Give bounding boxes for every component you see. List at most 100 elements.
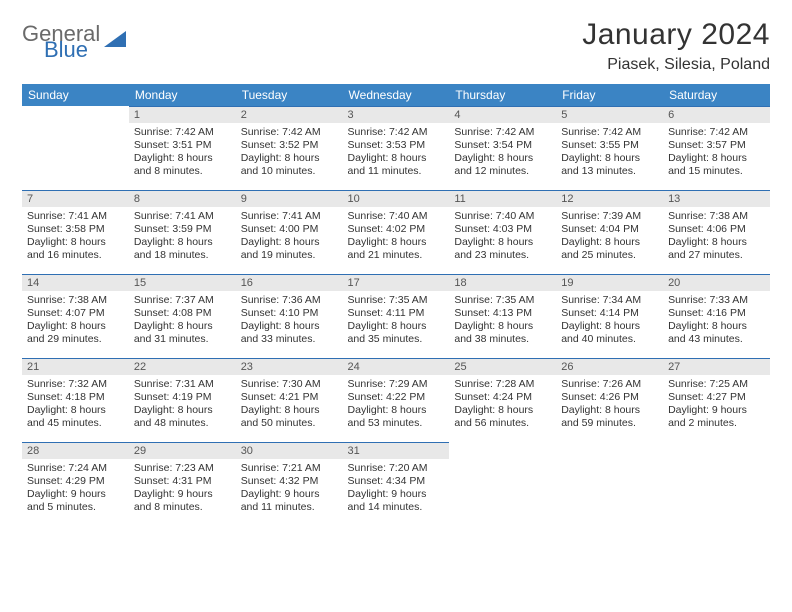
calendar-table: SundayMondayTuesdayWednesdayThursdayFrid… [22,84,770,526]
day-body: Sunrise: 7:40 AMSunset: 4:02 PMDaylight:… [343,207,450,267]
weekday-header: Saturday [663,84,770,106]
day-number: 18 [449,274,556,291]
day-body: Sunrise: 7:20 AMSunset: 4:34 PMDaylight:… [343,459,450,519]
sunrise-text: Sunrise: 7:31 AM [134,378,231,391]
sunrise-text: Sunrise: 7:24 AM [27,462,124,475]
daylight-text: Daylight: 8 hours and 31 minutes. [134,320,231,346]
day-body: Sunrise: 7:26 AMSunset: 4:26 PMDaylight:… [556,375,663,435]
day-number: 28 [22,442,129,459]
daylight-text: Daylight: 9 hours and 5 minutes. [27,488,124,514]
daylight-text: Daylight: 8 hours and 21 minutes. [348,236,445,262]
calendar-cell [556,442,663,526]
sunset-text: Sunset: 4:19 PM [134,391,231,404]
calendar-cell: 7Sunrise: 7:41 AMSunset: 3:58 PMDaylight… [22,190,129,274]
sunrise-text: Sunrise: 7:42 AM [348,126,445,139]
day-number: 20 [663,274,770,291]
day-number: 5 [556,106,663,123]
calendar-row: 21Sunrise: 7:32 AMSunset: 4:18 PMDayligh… [22,358,770,442]
calendar-cell: 12Sunrise: 7:39 AMSunset: 4:04 PMDayligh… [556,190,663,274]
sunset-text: Sunset: 4:31 PM [134,475,231,488]
day-body: Sunrise: 7:25 AMSunset: 4:27 PMDaylight:… [663,375,770,435]
day-number: 19 [556,274,663,291]
day-number: 2 [236,106,343,123]
calendar-cell: 10Sunrise: 7:40 AMSunset: 4:02 PMDayligh… [343,190,450,274]
calendar-row: 7Sunrise: 7:41 AMSunset: 3:58 PMDaylight… [22,190,770,274]
calendar-cell: 26Sunrise: 7:26 AMSunset: 4:26 PMDayligh… [556,358,663,442]
weekday-header: Tuesday [236,84,343,106]
sunset-text: Sunset: 4:08 PM [134,307,231,320]
daylight-text: Daylight: 9 hours and 11 minutes. [241,488,338,514]
calendar-cell: 30Sunrise: 7:21 AMSunset: 4:32 PMDayligh… [236,442,343,526]
sunrise-text: Sunrise: 7:30 AM [241,378,338,391]
sunrise-text: Sunrise: 7:42 AM [241,126,338,139]
calendar-cell: 16Sunrise: 7:36 AMSunset: 4:10 PMDayligh… [236,274,343,358]
day-number: 11 [449,190,556,207]
sunrise-text: Sunrise: 7:37 AM [134,294,231,307]
sunset-text: Sunset: 4:13 PM [454,307,551,320]
weekday-header: Friday [556,84,663,106]
day-body: Sunrise: 7:31 AMSunset: 4:19 PMDaylight:… [129,375,236,435]
calendar-cell: 1Sunrise: 7:42 AMSunset: 3:51 PMDaylight… [129,106,236,190]
calendar-cell: 14Sunrise: 7:38 AMSunset: 4:07 PMDayligh… [22,274,129,358]
daylight-text: Daylight: 8 hours and 45 minutes. [27,404,124,430]
logo-word2: Blue [44,40,100,60]
calendar-cell: 17Sunrise: 7:35 AMSunset: 4:11 PMDayligh… [343,274,450,358]
daylight-text: Daylight: 9 hours and 14 minutes. [348,488,445,514]
daylight-text: Daylight: 8 hours and 27 minutes. [668,236,765,262]
calendar-cell: 5Sunrise: 7:42 AMSunset: 3:55 PMDaylight… [556,106,663,190]
day-body: Sunrise: 7:34 AMSunset: 4:14 PMDaylight:… [556,291,663,351]
sunrise-text: Sunrise: 7:35 AM [348,294,445,307]
sunset-text: Sunset: 4:16 PM [668,307,765,320]
day-body: Sunrise: 7:38 AMSunset: 4:07 PMDaylight:… [22,291,129,351]
sunset-text: Sunset: 3:57 PM [668,139,765,152]
day-body: Sunrise: 7:41 AMSunset: 3:59 PMDaylight:… [129,207,236,267]
sunrise-text: Sunrise: 7:42 AM [134,126,231,139]
logo-triangle-icon [104,29,126,54]
sunset-text: Sunset: 3:55 PM [561,139,658,152]
day-body: Sunrise: 7:36 AMSunset: 4:10 PMDaylight:… [236,291,343,351]
daylight-text: Daylight: 8 hours and 59 minutes. [561,404,658,430]
daylight-text: Daylight: 8 hours and 29 minutes. [27,320,124,346]
calendar-cell: 28 Sunrise: 7:24 AMSunset: 4:29 PMDayligh… [22,442,129,526]
sunset-text: Sunset: 4:26 PM [561,391,658,404]
day-number: 10 [343,190,450,207]
calendar-cell: 19Sunrise: 7:34 AMSunset: 4:14 PMDayligh… [556,274,663,358]
sunrise-text: Sunrise: 7:32 AM [27,378,124,391]
sunrise-text: Sunrise: 7:41 AM [27,210,124,223]
sunset-text: Sunset: 3:52 PM [241,139,338,152]
calendar-cell: 25Sunrise: 7:28 AMSunset: 4:24 PMDayligh… [449,358,556,442]
calendar-cell: 18Sunrise: 7:35 AMSunset: 4:13 PMDayligh… [449,274,556,358]
calendar-cell: 27Sunrise: 7:25 AMSunset: 4:27 PMDayligh… [663,358,770,442]
sunset-text: Sunset: 4:34 PM [348,475,445,488]
daylight-text: Daylight: 8 hours and 16 minutes. [27,236,124,262]
day-number: 31 [343,442,450,459]
day-body: Sunrise: 7:42 AMSunset: 3:55 PMDaylight:… [556,123,663,183]
calendar-row: 1Sunrise: 7:42 AMSunset: 3:51 PMDaylight… [22,106,770,190]
calendar-cell: 4Sunrise: 7:42 AMSunset: 3:54 PMDaylight… [449,106,556,190]
sunset-text: Sunset: 3:58 PM [27,223,124,236]
day-number: 26 [556,358,663,375]
calendar-cell: 24Sunrise: 7:29 AMSunset: 4:22 PMDayligh… [343,358,450,442]
sunset-text: Sunset: 4:22 PM [348,391,445,404]
sunrise-text: Sunrise: 7:35 AM [454,294,551,307]
day-number: 8 [129,190,236,207]
sunrise-text: Sunrise: 7:33 AM [668,294,765,307]
sunset-text: Sunset: 4:24 PM [454,391,551,404]
sunset-text: Sunset: 3:53 PM [348,139,445,152]
calendar-cell: 11Sunrise: 7:40 AMSunset: 4:03 PMDayligh… [449,190,556,274]
location-text: Piasek, Silesia, Poland [582,56,770,74]
daylight-text: Daylight: 9 hours and 8 minutes. [134,488,231,514]
daylight-text: Daylight: 8 hours and 8 minutes. [134,152,231,178]
sunrise-text: Sunrise: 7:41 AM [241,210,338,223]
calendar-cell: 15Sunrise: 7:37 AMSunset: 4:08 PMDayligh… [129,274,236,358]
day-number: 27 [663,358,770,375]
weekday-header: Sunday [22,84,129,106]
sunrise-text: Sunrise: 7:26 AM [561,378,658,391]
sunrise-text: Sunrise: 7:20 AM [348,462,445,475]
sunrise-text: Sunrise: 7:21 AM [241,462,338,475]
sunrise-text: Sunrise: 7:34 AM [561,294,658,307]
sunset-text: Sunset: 4:29 PM [27,475,124,488]
daylight-text: Daylight: 8 hours and 43 minutes. [668,320,765,346]
calendar-row: 14Sunrise: 7:38 AMSunset: 4:07 PMDayligh… [22,274,770,358]
calendar-cell: 2Sunrise: 7:42 AMSunset: 3:52 PMDaylight… [236,106,343,190]
